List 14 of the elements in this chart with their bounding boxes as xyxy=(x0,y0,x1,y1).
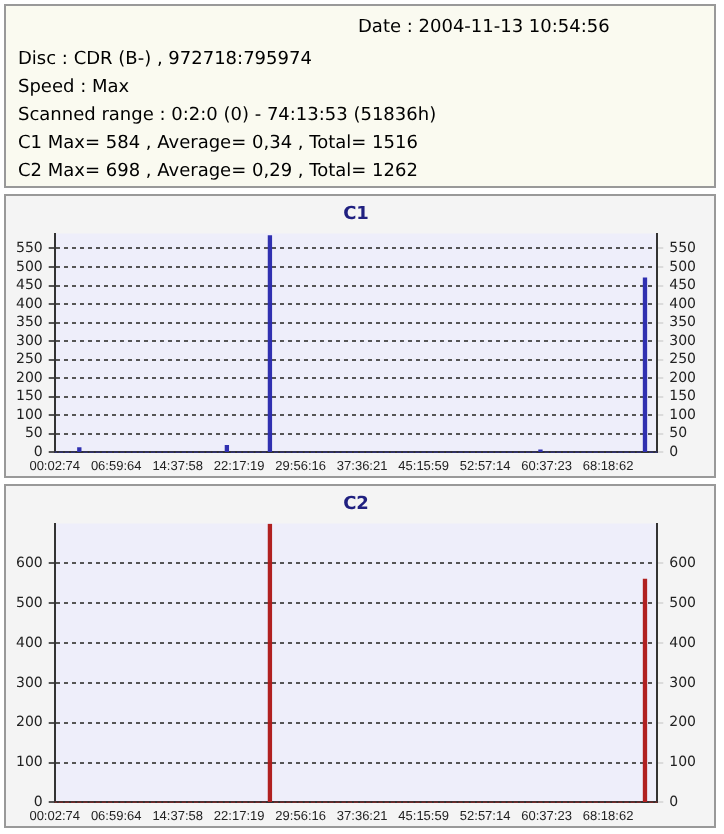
text: C1 Max= 584 , Average= 0,34 , Total= 1516 xyxy=(18,132,420,158)
bar xyxy=(77,447,82,453)
bar xyxy=(642,277,648,453)
chart-title: C1 xyxy=(343,205,369,226)
text: Speed : Max xyxy=(18,76,132,102)
bar xyxy=(267,235,273,453)
text: Date : 2004-11-13 10:54:56 xyxy=(358,16,612,42)
chart-title: C2 xyxy=(343,495,369,516)
bar xyxy=(267,523,273,803)
text: Disc : CDR (B-) , 972718:795974 xyxy=(18,48,314,74)
bar xyxy=(642,578,648,803)
text: Scanned range : 0:2:0 (0) - 74:13:53 (51836h) xyxy=(18,104,439,130)
text: C2 Max= 698 , Average= 0,29 , Total= 1262 xyxy=(18,160,420,186)
bar xyxy=(224,445,230,453)
